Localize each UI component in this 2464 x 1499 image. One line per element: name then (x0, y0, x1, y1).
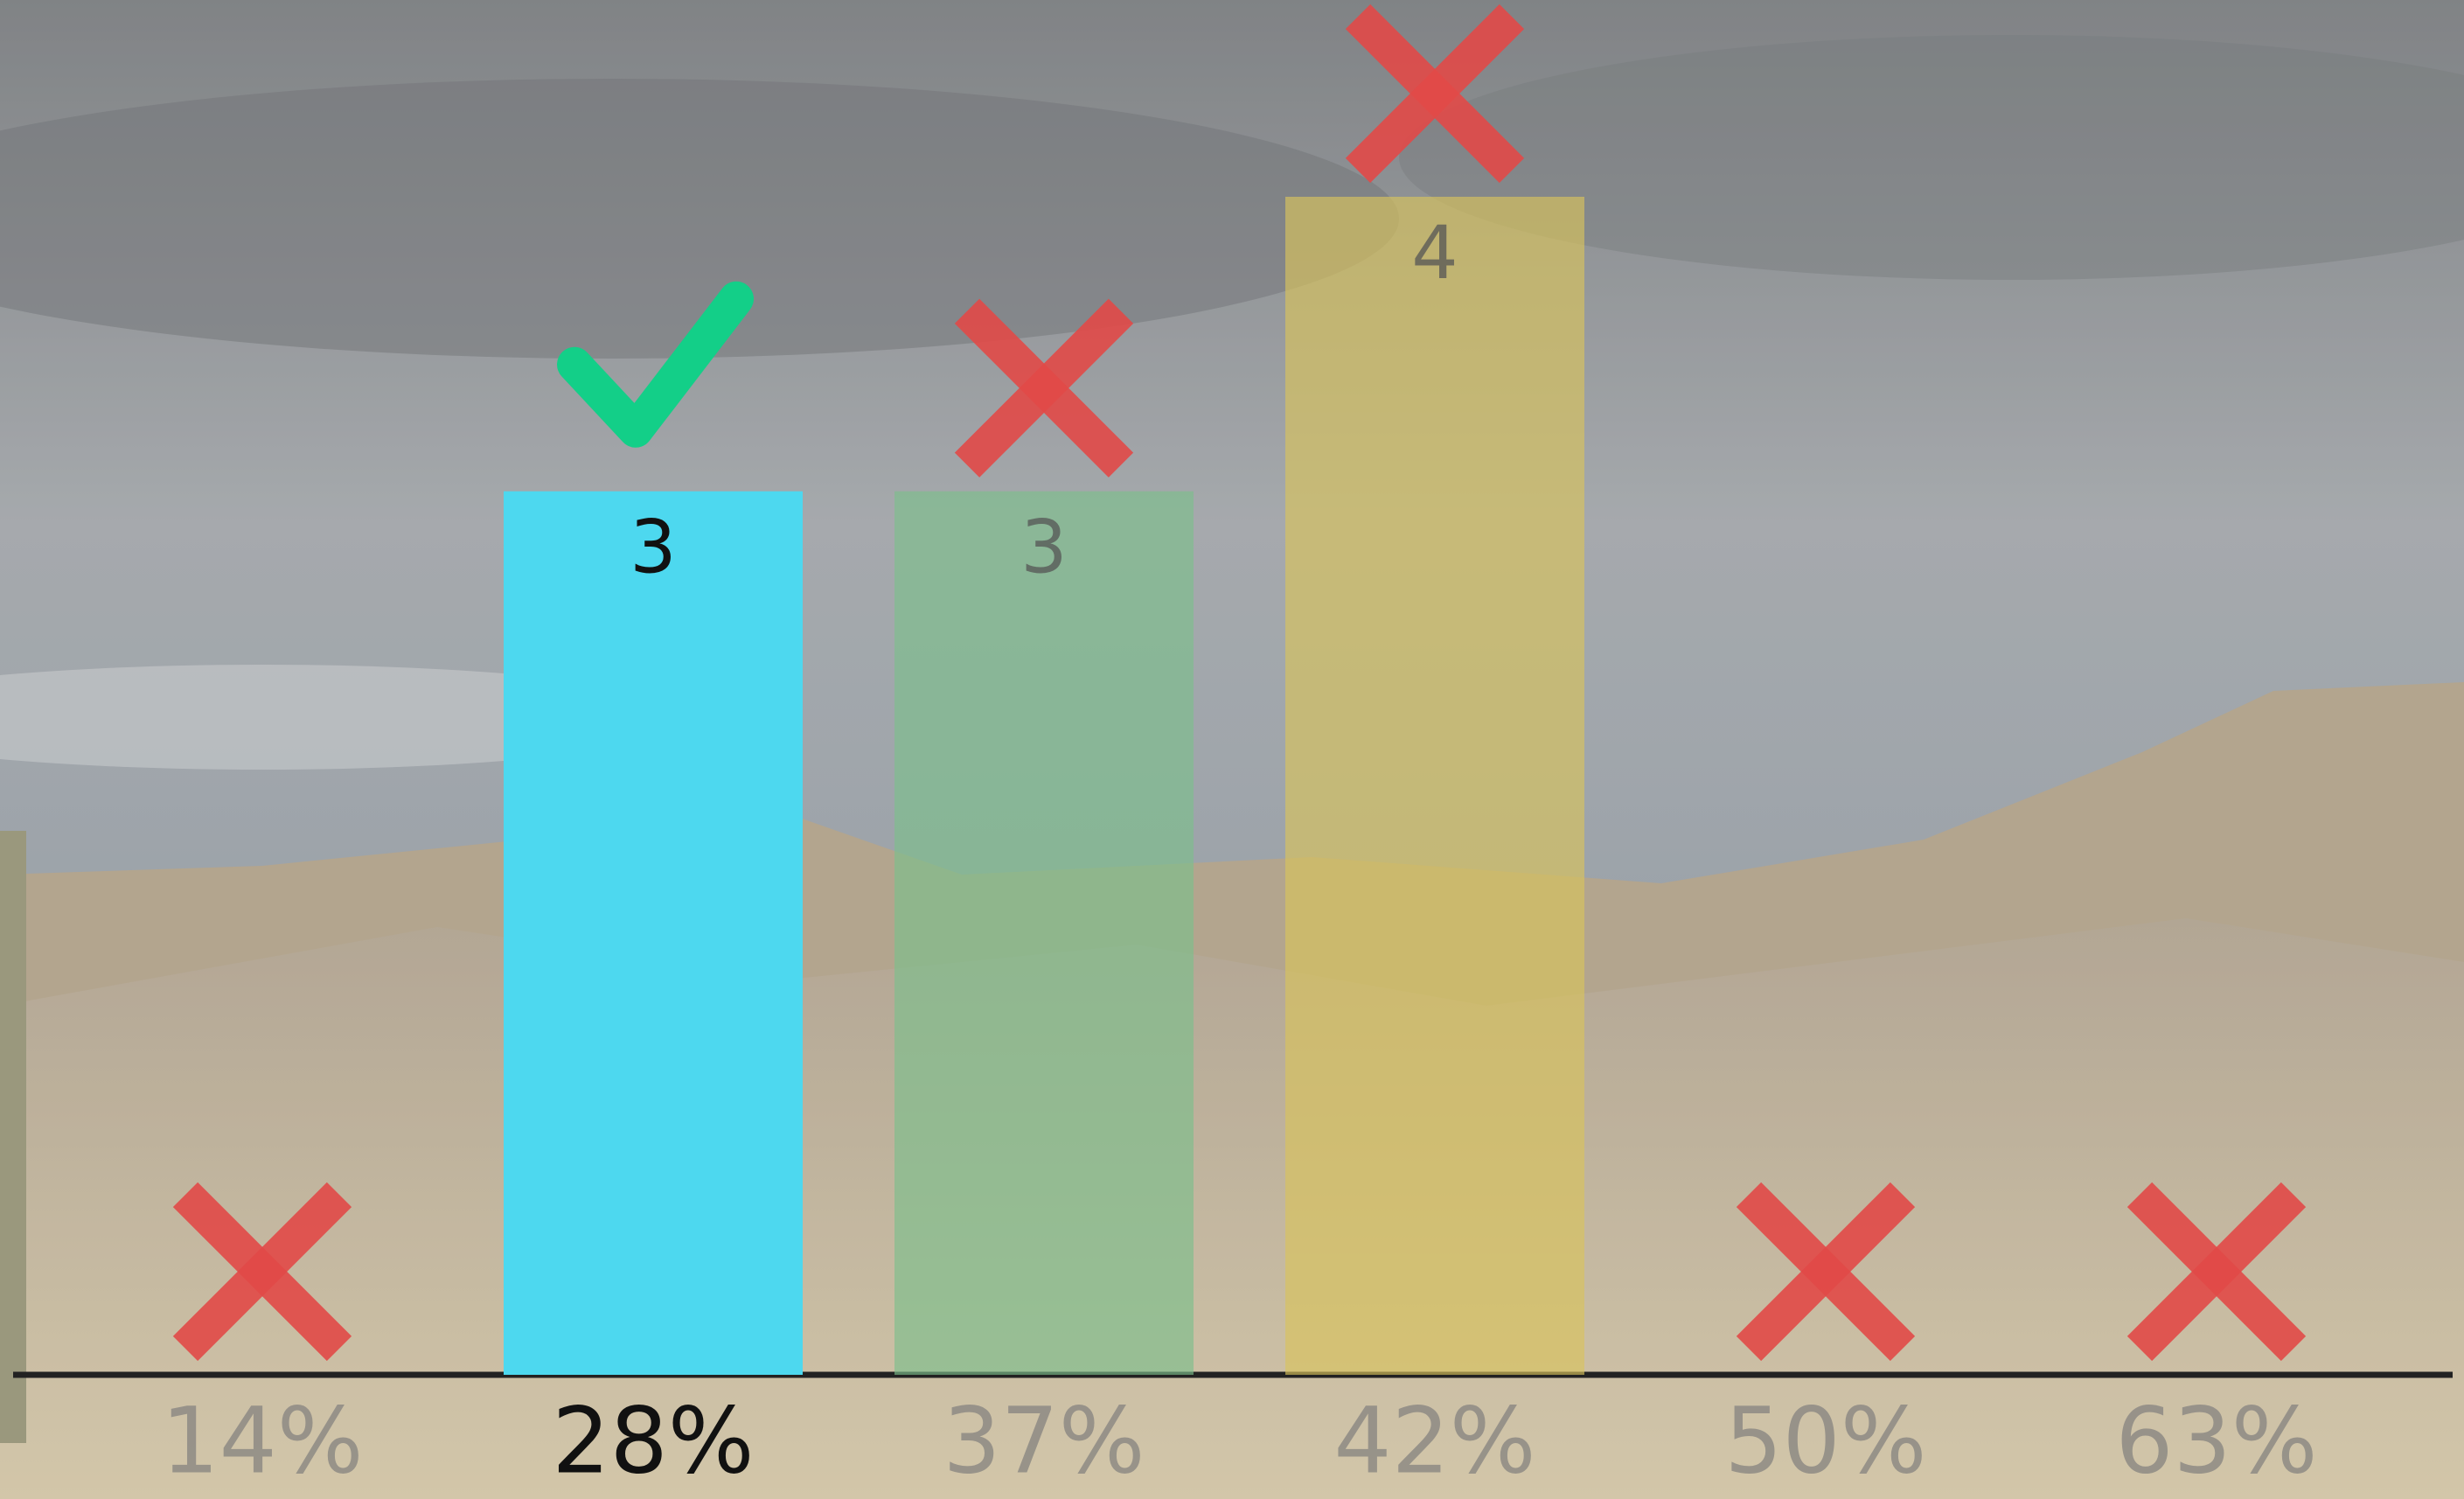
answer-option-label: 50% (1724, 1387, 1926, 1494)
quiz-results: 14% 3 28% 3 37% 4 42% 50% 63% (0, 0, 2464, 1499)
answer-count: 3 (1020, 505, 1067, 590)
answer-bar (504, 492, 803, 1375)
answer-option-label: 14% (161, 1387, 363, 1494)
background-photo (0, 0, 2464, 1499)
answer-option-label: 28% (552, 1387, 754, 1494)
answer-option-label: 37% (943, 1387, 1145, 1494)
answer-option-label: 42% (1333, 1387, 1535, 1494)
page: 14%328%337%442%50%63% (() => { const dat… (0, 0, 2464, 1499)
answer-bar (894, 492, 1194, 1375)
answer-count: 4 (1411, 210, 1458, 296)
answer-bar (1285, 197, 1584, 1375)
answer-count: 3 (630, 505, 676, 590)
answer-option-label: 63% (2115, 1387, 2317, 1494)
